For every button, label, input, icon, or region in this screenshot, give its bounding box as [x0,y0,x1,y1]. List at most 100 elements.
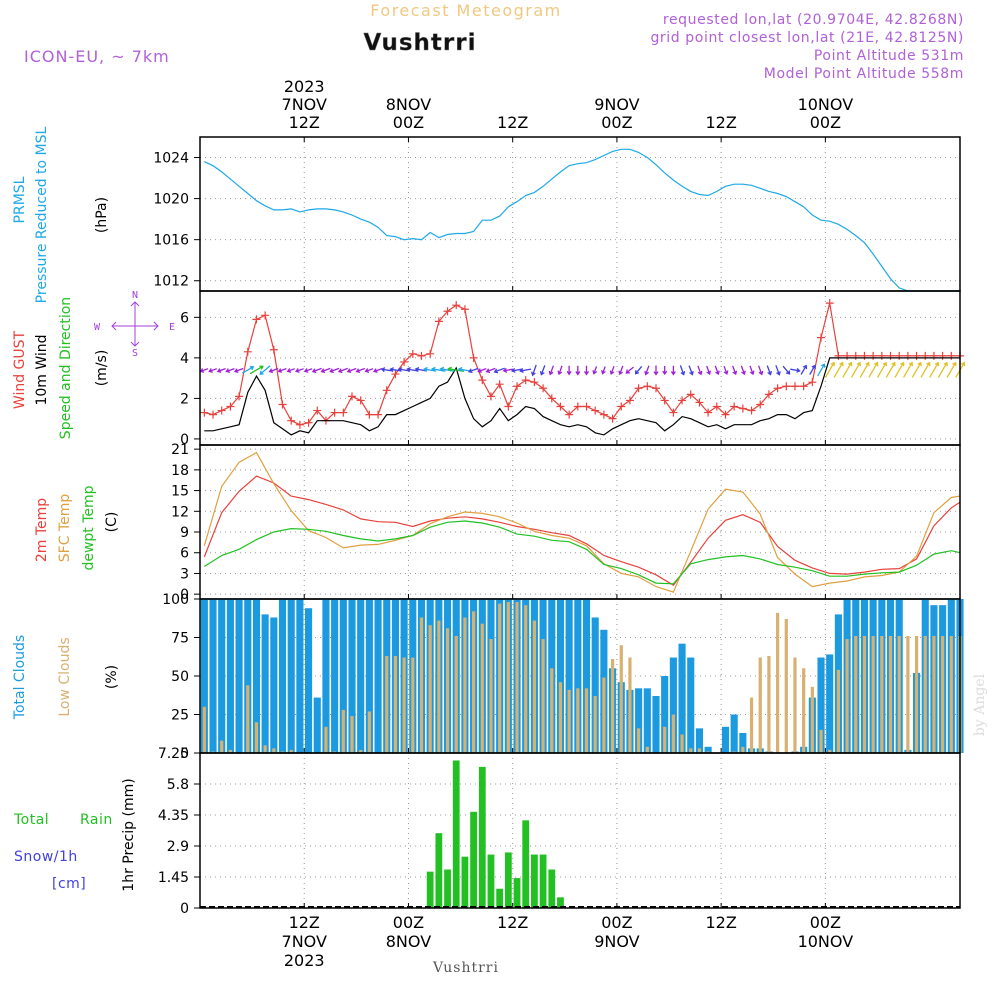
wind-direction-arrow-icon [817,363,826,377]
wind-direction-arrow-icon [355,367,366,374]
wind-ylabel-10m: 10m Wind [34,334,50,405]
top-axis-date: 7NOV [282,95,327,114]
wind-direction-arrow-icon [583,365,590,376]
total-cloud-bar [331,599,339,753]
total-cloud-bar [704,746,712,753]
total-cloud-bar [287,599,295,753]
low-cloud-bar [359,749,363,753]
bottom-axis-date: 9NOV [594,932,639,951]
precip-panel: 0 1.45 2.9 4.35 5.8 7.25 [158,746,961,917]
wind-ytick-label: 6 [180,310,189,326]
gust-marker [877,351,886,360]
rain-label: Rain [80,812,113,828]
low-cloud-bar [671,714,675,753]
low-cloud-bar [819,729,823,753]
wind-frame [199,290,961,446]
rain-bar [513,878,521,908]
total-cloud-bar [235,599,243,753]
temperature-dewpt-temp-line [203,520,961,585]
precip-ytick-label: 2.9 [167,839,189,855]
wind-direction-arrow-icon [477,367,487,373]
total-cloud-bar [200,599,208,753]
low-cloud-bar [524,605,528,753]
wind-direction-arrow-icon [397,367,410,373]
total-cloud-bar [270,617,278,753]
total-cloud-bar [652,696,660,753]
low-cloud-bar [515,602,519,753]
top-axis-hour: 00Z [810,113,841,132]
low-cloud-bar [558,682,563,753]
gust-marker [486,392,495,401]
pressure-ylabel-unit: (hPa) [94,197,110,233]
gust-marker [426,349,435,358]
gust-marker [643,382,652,391]
wind-ytick-label: 4 [180,351,189,367]
wind-direction-arrow-icon [653,365,659,376]
wind-direction-arrow-icon [575,365,581,376]
wind-wind-gust-line [204,303,960,426]
low-cloud-bar [532,620,537,753]
low-cloud-bar [706,751,710,753]
wind-direction-arrow-icon [539,365,546,376]
wind-direction-arrow-icon [493,367,505,374]
bottom-axis-hour: 00Z [810,913,841,932]
gust-marker [434,317,443,326]
low-cloud-bar [428,625,432,753]
wind-direction-arrow-icon [859,361,870,378]
low-cloud-bar [202,706,206,753]
gust-marker [287,416,296,425]
low-cloud-bar [567,689,571,753]
gust-marker [348,392,356,401]
low-cloud-bar [862,635,867,753]
point-altitude: Point Altitude 531m [814,48,964,64]
rain-bar [461,856,469,908]
low-cloud-bar [463,617,467,753]
low-cloud-bar [793,657,797,753]
low-cloud-bar [897,635,901,753]
bottom-axis-hour: 00Z [393,913,424,932]
low-cloud-bar [775,612,780,753]
low-cloud-bar [254,722,259,753]
clouds-ytick-label: 50 [171,669,189,685]
bottom-axis-year: 2023 [284,951,325,970]
gust-marker [747,406,756,415]
rain-bar [435,833,443,908]
gust-marker [599,410,608,419]
gust-marker [738,404,747,413]
gust-marker [669,408,678,417]
low-cloud-bar [593,696,597,753]
pressure-prmsl-line [204,148,960,292]
total-cloud-bar [565,599,573,753]
gust-marker [417,351,426,360]
low-cloud-bar [767,655,771,753]
bottom-axis-hour: 12Z [289,913,320,932]
low-cloud-bar [741,746,745,753]
total-cloud-bar [739,732,747,753]
wind-direction-arrow-icon [233,367,244,374]
wind-direction-arrow-icon [346,367,357,374]
gust-marker [460,305,469,314]
clouds-ylabel-total: Total Clouds [12,635,28,720]
gust-marker [339,408,348,417]
low-cloud-bar [411,657,415,753]
gust-marker [495,380,504,389]
top-axis-hour: 00Z [601,113,632,132]
wind-direction-arrow-icon [688,365,694,376]
gust-marker [947,351,956,360]
low-cloud-bar [828,749,832,753]
temperature-ytick-label: 0 [180,587,189,603]
low-cloud-bar [280,751,285,753]
gust-marker [660,396,669,405]
clouds-ylabel-unit: (%) [104,665,120,689]
rain-bar [487,854,495,908]
gust-marker [452,301,461,310]
gust-marker [843,351,852,360]
gust-marker [834,351,843,360]
temperature-ytick-label: 18 [171,463,189,479]
wind-direction-arrow-icon [775,365,781,376]
wind-direction-arrow-icon [389,367,401,373]
snow-unit-label: [cm] [52,876,86,892]
wind-ylabel-unit: (m/s) [94,350,110,387]
low-cloud-bar [437,620,441,753]
